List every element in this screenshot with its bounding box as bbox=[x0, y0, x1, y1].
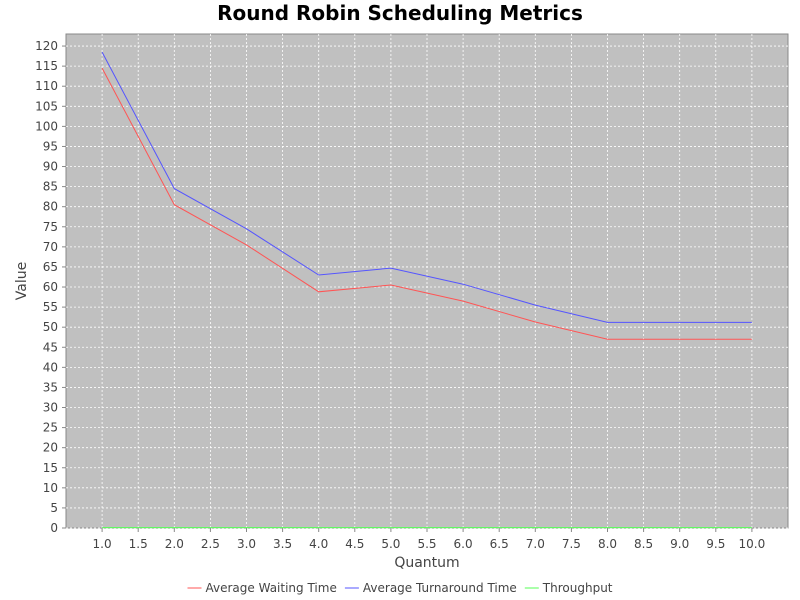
chart-title: Round Robin Scheduling Metrics bbox=[217, 1, 583, 25]
y-tick-label: 100 bbox=[35, 119, 58, 133]
legend: Average Waiting Time Average Turnaround T… bbox=[187, 581, 613, 595]
y-tick-label: 10 bbox=[43, 481, 58, 495]
y-tick-label: 60 bbox=[43, 280, 58, 294]
legend-item: Throughput bbox=[524, 581, 613, 595]
x-tick-label: 2.0 bbox=[165, 537, 184, 551]
y-tick-label: 50 bbox=[43, 320, 58, 334]
y-tick-label: 35 bbox=[43, 380, 58, 394]
y-tick-label: 15 bbox=[43, 461, 58, 475]
x-tick-label: 2.5 bbox=[201, 537, 220, 551]
x-tick-label: 10.0 bbox=[739, 537, 766, 551]
y-tick-label: 105 bbox=[35, 99, 58, 113]
series-line-average-waiting-time bbox=[101, 67, 752, 340]
y-tick-label: 70 bbox=[43, 240, 58, 254]
y-tick-label: 90 bbox=[43, 160, 58, 174]
x-axis: 1.0 1.5 2.0 2.5 3.0 3.5 4.0 4.5 5.0 5.5 6.0 6.5 7.0 7… bbox=[93, 528, 766, 551]
y-tick-label: 55 bbox=[43, 300, 58, 314]
y-tick-label: 20 bbox=[43, 441, 58, 455]
y-tick-label: 85 bbox=[43, 180, 58, 194]
series-lines bbox=[101, 51, 752, 529]
x-tick-label: 5.0 bbox=[381, 537, 400, 551]
series-line-average-turnaround-time bbox=[101, 51, 752, 323]
legend-label: Throughput bbox=[542, 581, 613, 595]
y-tick-label: 115 bbox=[35, 59, 58, 73]
x-tick-label: 1.0 bbox=[93, 537, 112, 551]
y-tick-label: 45 bbox=[43, 340, 58, 354]
x-axis-label: Quantum bbox=[394, 555, 459, 571]
y-tick-label: 80 bbox=[43, 200, 58, 214]
y-tick-label: 120 bbox=[35, 39, 58, 53]
y-tick-label: 110 bbox=[35, 79, 58, 93]
legend-item: Average Turnaround Time bbox=[344, 581, 517, 595]
x-tick-label: 9.5 bbox=[706, 537, 725, 551]
x-tick-label: 7.0 bbox=[526, 537, 545, 551]
y-tick-label: 30 bbox=[43, 401, 58, 415]
gridlines bbox=[66, 34, 788, 529]
legend-item: Average Waiting Time bbox=[187, 581, 337, 595]
x-tick-label: 4.0 bbox=[309, 537, 328, 551]
x-tick-label: 5.5 bbox=[417, 537, 436, 551]
y-tick-label: 65 bbox=[43, 260, 58, 274]
x-tick-label: 7.5 bbox=[562, 537, 581, 551]
plot-area bbox=[65, 33, 789, 529]
x-tick-label: 4.5 bbox=[345, 537, 364, 551]
y-tick-label: 0 bbox=[50, 521, 58, 535]
y-tick-label: 25 bbox=[43, 421, 58, 435]
y-axis-label: Value bbox=[14, 262, 30, 300]
x-tick-label: 3.0 bbox=[237, 537, 256, 551]
x-tick-label: 6.0 bbox=[454, 537, 473, 551]
x-tick-label: 3.5 bbox=[273, 537, 292, 551]
y-axis: 0 5 10 15 20 25 30 35 40 45 50 55 60 65 70 75 80 85 90 95 10… bbox=[35, 39, 66, 535]
y-tick-label: 40 bbox=[43, 360, 58, 374]
x-tick-label: 1.5 bbox=[129, 537, 148, 551]
x-tick-label: 8.0 bbox=[598, 537, 617, 551]
legend-label: Average Turnaround Time bbox=[363, 581, 517, 595]
x-tick-label: 9.0 bbox=[670, 537, 689, 551]
x-tick-label: 6.5 bbox=[490, 537, 509, 551]
y-tick-label: 5 bbox=[50, 501, 58, 515]
legend-label: Average Waiting Time bbox=[206, 581, 337, 595]
y-tick-label: 75 bbox=[43, 220, 58, 234]
y-tick-label: 95 bbox=[43, 139, 58, 153]
x-tick-label: 8.5 bbox=[634, 537, 653, 551]
